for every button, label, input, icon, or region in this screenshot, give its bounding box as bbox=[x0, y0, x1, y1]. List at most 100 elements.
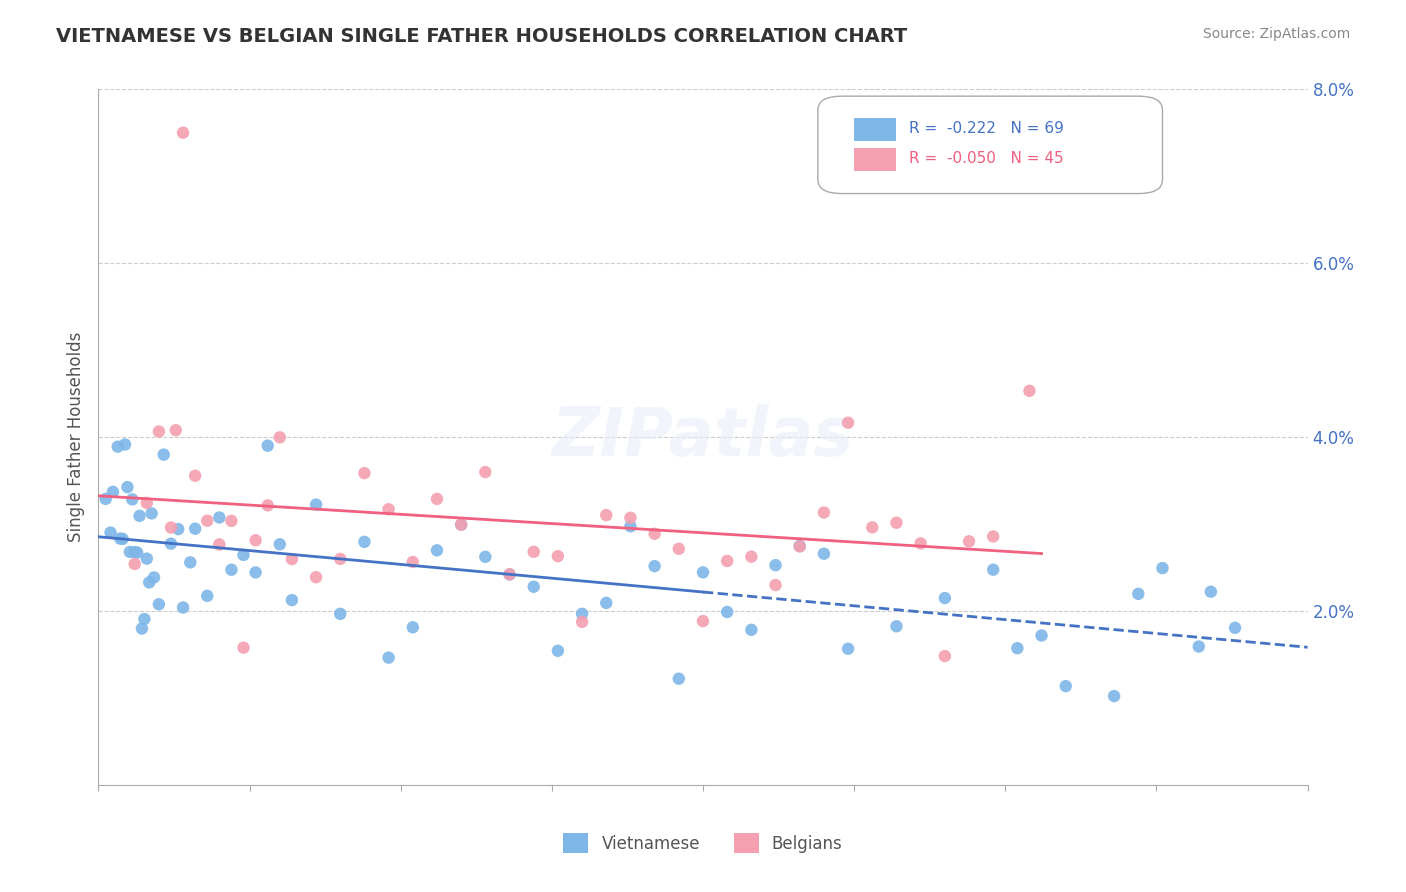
Point bbox=[547, 644, 569, 658]
Point bbox=[716, 554, 738, 568]
Point bbox=[256, 439, 278, 453]
Point bbox=[860, 520, 883, 534]
Point bbox=[172, 126, 194, 140]
Point bbox=[108, 532, 131, 546]
Point bbox=[523, 545, 546, 559]
Point bbox=[1199, 584, 1222, 599]
Point bbox=[571, 615, 593, 629]
Point bbox=[668, 672, 690, 686]
Point bbox=[208, 537, 231, 551]
Point bbox=[981, 563, 1004, 577]
Point bbox=[523, 580, 546, 594]
Point bbox=[232, 640, 254, 655]
Point bbox=[813, 506, 835, 520]
Point bbox=[450, 517, 472, 532]
Point bbox=[143, 570, 166, 584]
Point bbox=[160, 536, 183, 550]
Point bbox=[474, 549, 496, 564]
Point bbox=[426, 543, 449, 558]
Point bbox=[450, 517, 472, 532]
Point bbox=[128, 508, 150, 523]
Point bbox=[813, 547, 835, 561]
Point bbox=[134, 612, 156, 626]
Point bbox=[1031, 628, 1053, 642]
Point bbox=[124, 545, 146, 559]
Point bbox=[152, 448, 174, 462]
Point bbox=[179, 555, 201, 569]
Point bbox=[148, 425, 170, 439]
Point bbox=[377, 650, 399, 665]
Point bbox=[305, 498, 328, 512]
Point bbox=[498, 567, 520, 582]
Text: R =  -0.050   N = 45: R = -0.050 N = 45 bbox=[908, 152, 1063, 166]
Point bbox=[167, 522, 190, 536]
Point bbox=[547, 549, 569, 564]
Point bbox=[692, 566, 714, 580]
Point bbox=[256, 499, 278, 513]
Text: R =  -0.222   N = 69: R = -0.222 N = 69 bbox=[908, 121, 1063, 136]
Bar bbox=[855, 148, 897, 170]
Point bbox=[402, 555, 425, 569]
Point bbox=[910, 536, 932, 550]
Point bbox=[716, 605, 738, 619]
Point bbox=[329, 607, 352, 621]
Point bbox=[595, 596, 617, 610]
Point bbox=[1018, 384, 1040, 398]
Point bbox=[1054, 679, 1077, 693]
Point bbox=[789, 540, 811, 554]
Point bbox=[619, 510, 641, 524]
Point bbox=[740, 623, 762, 637]
Point bbox=[131, 622, 153, 636]
Point bbox=[184, 468, 207, 483]
Point bbox=[141, 507, 163, 521]
Point bbox=[195, 514, 218, 528]
Point bbox=[160, 520, 183, 534]
Point bbox=[498, 567, 520, 582]
Point bbox=[934, 591, 956, 605]
Point bbox=[981, 529, 1004, 543]
Point bbox=[1223, 621, 1246, 635]
Point bbox=[837, 641, 859, 656]
Point bbox=[138, 575, 160, 590]
Point bbox=[184, 522, 207, 536]
Point bbox=[765, 578, 787, 592]
Point bbox=[886, 619, 908, 633]
Point bbox=[269, 537, 291, 551]
Point bbox=[353, 466, 375, 480]
Point bbox=[208, 510, 231, 524]
Point bbox=[644, 526, 666, 541]
Point bbox=[692, 614, 714, 628]
Point bbox=[117, 480, 139, 494]
Y-axis label: Single Father Households: Single Father Households bbox=[66, 332, 84, 542]
Point bbox=[619, 519, 641, 533]
Point bbox=[1152, 561, 1174, 575]
Point bbox=[124, 557, 146, 571]
Point bbox=[668, 541, 690, 556]
Point bbox=[886, 516, 908, 530]
Point bbox=[114, 437, 136, 451]
Point bbox=[165, 423, 187, 437]
Point bbox=[281, 593, 304, 607]
Point bbox=[111, 532, 134, 546]
Point bbox=[1128, 587, 1150, 601]
Point bbox=[1188, 640, 1211, 654]
Point bbox=[595, 508, 617, 523]
Point bbox=[377, 502, 399, 516]
Point bbox=[353, 534, 375, 549]
Point bbox=[789, 539, 811, 553]
Text: VIETNAMESE VS BELGIAN SINGLE FATHER HOUSEHOLDS CORRELATION CHART: VIETNAMESE VS BELGIAN SINGLE FATHER HOUS… bbox=[56, 27, 907, 45]
Point bbox=[135, 496, 157, 510]
Point bbox=[934, 649, 956, 664]
Point bbox=[121, 492, 143, 507]
Point bbox=[172, 600, 194, 615]
Bar bbox=[855, 119, 897, 141]
Point bbox=[232, 548, 254, 562]
Point bbox=[329, 552, 352, 566]
Point bbox=[245, 566, 267, 580]
Point bbox=[426, 491, 449, 506]
Point bbox=[644, 559, 666, 574]
Point bbox=[269, 430, 291, 444]
Point bbox=[571, 607, 593, 621]
Point bbox=[402, 620, 425, 634]
Point bbox=[127, 545, 149, 559]
